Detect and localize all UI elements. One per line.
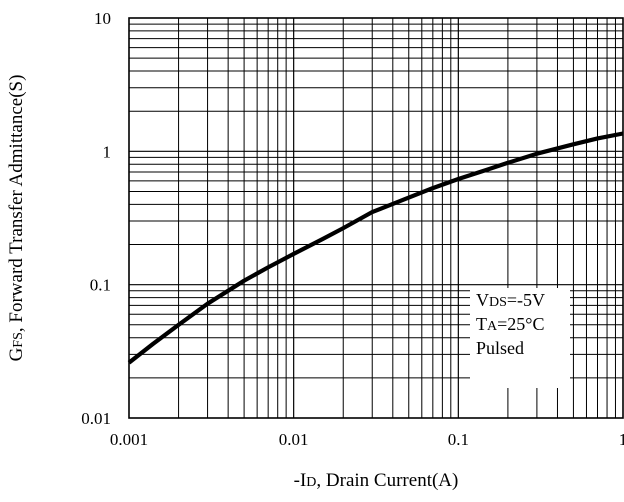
plot-frame	[128, 17, 624, 419]
x-axis-title: -ID, Drain Current(A)	[294, 470, 459, 491]
y-tick-label: 10	[94, 9, 111, 28]
series-layer	[127, 131, 624, 365]
x-tick-label: 0.001	[110, 430, 148, 449]
annotation-background	[470, 288, 570, 388]
grid-layer	[129, 18, 623, 418]
y-axis-title: GFS, Forward Transfer Admittance(S)	[6, 75, 27, 362]
annotation-line: VDS=-5V	[476, 290, 545, 310]
series-line	[127, 131, 624, 365]
y-tick-label: 0.1	[90, 276, 111, 295]
tick-labels: 0.001 0.01 0.1 1 0.01 0.1 1 10	[81, 9, 624, 449]
y-tick-label: 1	[103, 142, 112, 161]
annotation-line: Pulsed	[476, 338, 524, 358]
annotation-line: TA=25°C	[476, 314, 544, 334]
y-tick-label: 0.01	[81, 409, 111, 428]
conditions-annotation: VDS=-5V TA=25°C Pulsed	[470, 288, 570, 388]
x-tick-label: 0.1	[448, 430, 469, 449]
x-tick-label: 0.01	[279, 430, 309, 449]
x-tick-label: 1	[619, 430, 624, 449]
